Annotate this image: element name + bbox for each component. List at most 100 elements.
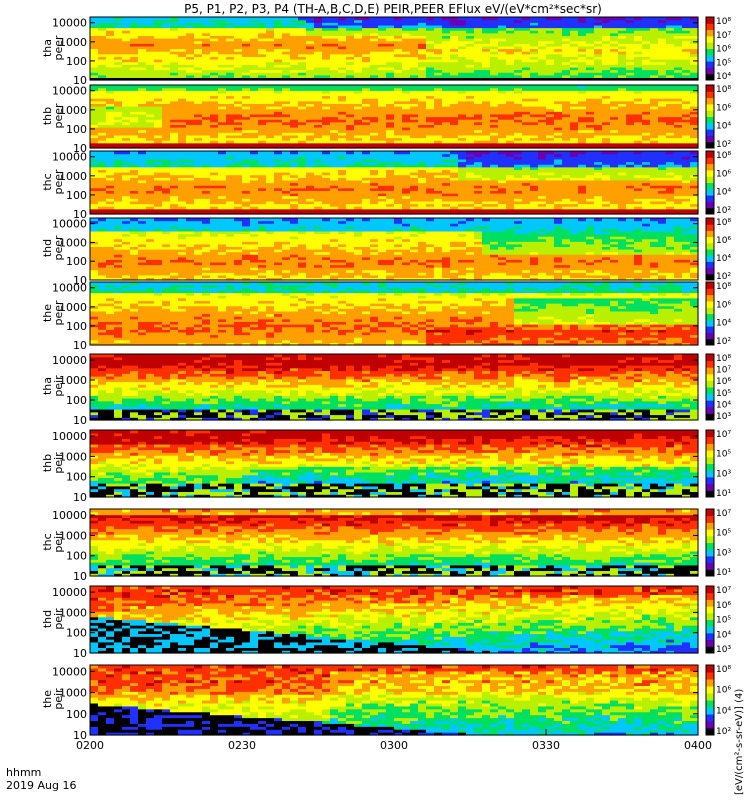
y-tick-label: 10000 [52, 665, 87, 678]
panel-frame [89, 84, 699, 149]
panel-frame [89, 353, 699, 421]
y-tick-label: 1000 [59, 301, 87, 314]
colorbar-tick-label: 10³ [716, 645, 731, 655]
colorbar-tha-peer: 10⁸ 10⁷ 10⁶ 10⁵ 10⁴ [705, 16, 731, 82]
y-tick-label: 10000 [52, 509, 87, 522]
y-tick-label: 10000 [52, 354, 87, 367]
panel-label-thd-peer: thd peer [41, 235, 65, 261]
panel-frame [89, 16, 699, 81]
colorbar-tick-label: 10⁵ [716, 529, 731, 539]
spectrogram-panel-thd-peer [90, 218, 699, 281]
colorbar-tick-label: 10² [716, 206, 731, 216]
spectrogram-panel-thd-peir [90, 586, 699, 654]
colorbar-tick-label: 10⁸ [716, 354, 731, 364]
x-tick-label: 0400 [684, 739, 712, 752]
panel-frame [89, 217, 699, 281]
panel-label-thc-peir: thc peir [41, 530, 65, 553]
y-tick-label: 10 [73, 339, 87, 352]
spectrogram-panel-the-peer [90, 282, 699, 346]
x-tick-label: 0300 [380, 739, 408, 752]
y-tick-label: 1000 [59, 450, 87, 463]
spectrogram-panel-thc-peer [90, 151, 699, 215]
y-tick-label: 1000 [59, 606, 87, 619]
y-tick-label: 10 [73, 208, 87, 221]
colorbar-tick-label: 10⁴ [716, 630, 731, 640]
y-tick-label: 100 [66, 550, 87, 563]
colorbar-tick-label: 10⁷ [716, 31, 731, 41]
colorbar-tick-label: 10⁶ [716, 45, 731, 55]
colorbar-tick-label: 10³ [716, 548, 731, 558]
colorbar-tick-label: 10⁷ [716, 366, 731, 376]
y-tick-label: 10000 [52, 430, 87, 443]
spectrogram-panel-thc-peir [90, 509, 699, 577]
y-tick-label: 100 [66, 394, 87, 407]
colorbar-tick-label: 10⁶ [716, 300, 731, 310]
y-tick-label: 10 [73, 647, 87, 660]
colorbar-tick-label: 10² [716, 337, 731, 347]
y-tick-label: 100 [66, 189, 87, 202]
date-label: 2019 Aug 16 [6, 779, 77, 792]
y-tick-label: 10 [73, 491, 87, 504]
panel-frame [89, 585, 699, 654]
colorbar-tick-label: 10⁴ [716, 254, 731, 264]
panel-label-tha-peer: tha peer [41, 34, 65, 61]
colorbar-tick-label: 10⁶ [716, 236, 731, 246]
panel-label-thc-peer: thc peer [41, 168, 65, 195]
colorbar-tick-label: 10⁴ [716, 188, 731, 198]
y-tick-label: 10 [73, 142, 87, 155]
y-tick-label: 100 [66, 55, 87, 68]
y-tick-label: 10 [73, 274, 87, 287]
colorbar-tick-label: 10⁵ [716, 389, 731, 399]
y-tick-label: 10000 [52, 586, 87, 599]
time-format-label: hhmm [6, 766, 42, 779]
x-tick-label: 0200 [76, 739, 104, 752]
colorbar-tick-label: 10⁶ [716, 169, 731, 179]
colorbar-tick-label: 10² [716, 272, 731, 282]
colorbar-tick-label: 10⁸ [716, 85, 731, 95]
colorbar-tick-label: 10² [716, 727, 731, 737]
y-tick-label: 100 [66, 320, 87, 333]
colorbar-the-peer: 10⁸ 10⁶ 10⁴ 10² [705, 281, 731, 347]
colorbar-tick-label: 10⁸ [716, 282, 731, 292]
colorbar-tick-label: 10⁸ [716, 17, 731, 27]
panel-label-thb-peer: thb peer [41, 102, 65, 129]
y-tick-label: 10000 [52, 282, 87, 295]
panel-label-thb-peir: thb peir [41, 451, 65, 474]
y-tick-label: 10 [73, 729, 87, 742]
colorbar-tick-label: 10⁸ [716, 665, 731, 675]
panel-frame [89, 508, 699, 577]
panel-frame [89, 429, 699, 498]
colorbar-tick-label: 10⁵ [716, 450, 731, 460]
figure-title: P5, P1, P2, P3, P4 (TH-A,B,C,D,E) PEIR,P… [184, 2, 602, 16]
colorbar-tick-label: 10⁴ [716, 400, 731, 410]
y-tick-label: 10000 [52, 218, 87, 231]
colorbar-thd-peer: 10⁸ 10⁶ 10⁴ 10² [705, 217, 731, 282]
colorbar-thd-peir: 10⁷ 10⁶ 10⁵ 10⁴ 10³ [705, 585, 731, 655]
spectrogram-panel-tha-peir [90, 354, 699, 421]
colorbar-thb-peer: 10⁸ 10⁶ 10⁴ 10² [705, 84, 731, 150]
y-tick-label: 10 [73, 414, 87, 427]
panel-label-tha-peir: tha peir [41, 375, 65, 397]
y-tick-label: 10000 [52, 151, 87, 164]
colorbar-tick-label: 10⁸ [716, 218, 731, 228]
spectrogram-panel-the-peir [90, 665, 699, 736]
colorbar-tick-label: 10³ [716, 469, 731, 479]
y-tick-label: 100 [66, 471, 87, 484]
x-tick-label: 0330 [532, 739, 560, 752]
colorbar-tick-label: 10⁴ [716, 122, 731, 132]
colorbar-tick-label: 10⁸ [716, 151, 731, 161]
y-tick-label: 1000 [59, 170, 87, 183]
colorbar-tick-label: 10¹ [716, 568, 731, 578]
y-tick-label: 1000 [59, 374, 87, 387]
colorbar-tick-label: 10⁵ [716, 616, 731, 626]
y-tick-label: 10 [73, 74, 87, 87]
y-tick-label: 100 [66, 123, 87, 136]
panel-frame [89, 281, 699, 346]
colorbar-the-peir: 10⁸ 10⁶ 10⁴ 10² [705, 664, 731, 737]
y-tick-label: 10000 [52, 85, 87, 98]
colorbar-tick-label: 10⁶ [716, 601, 731, 611]
colorbar-tick-label: 10⁶ [716, 103, 731, 113]
colorbar-units-label: [eV/(cm²-s-sr-eV)] (4) [734, 688, 745, 795]
